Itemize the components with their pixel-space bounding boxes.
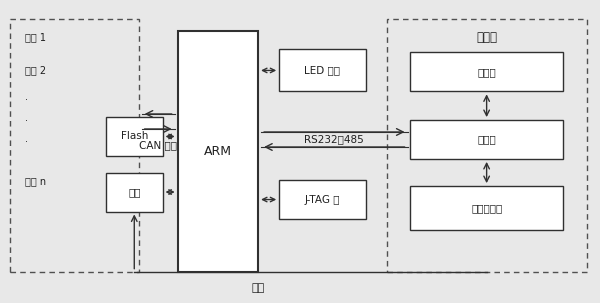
- Text: 对时: 对时: [251, 283, 265, 293]
- Text: 表头 n: 表头 n: [25, 177, 46, 187]
- Text: CAN 总线: CAN 总线: [139, 141, 177, 151]
- Text: 计算机: 计算机: [477, 67, 496, 77]
- Bar: [106, 117, 163, 156]
- Bar: [410, 186, 563, 230]
- Text: ·: ·: [25, 116, 28, 126]
- Text: 通讯器: 通讯器: [477, 135, 496, 145]
- Text: RS232、485: RS232、485: [304, 135, 364, 145]
- Text: Flash: Flash: [121, 132, 148, 142]
- Text: 手持抄表器: 手持抄表器: [471, 203, 502, 213]
- Text: 表头 1: 表头 1: [25, 32, 46, 42]
- Bar: [386, 19, 587, 271]
- Bar: [178, 32, 258, 271]
- Bar: [10, 19, 139, 271]
- Text: J-TAG 口: J-TAG 口: [305, 195, 340, 205]
- Text: 表头 2: 表头 2: [25, 65, 46, 75]
- Text: ·: ·: [25, 95, 28, 105]
- Bar: [279, 49, 365, 92]
- Bar: [410, 52, 563, 92]
- Bar: [106, 172, 163, 211]
- Text: 上位机: 上位机: [476, 31, 497, 44]
- Text: LED 显示: LED 显示: [304, 65, 340, 75]
- Bar: [279, 180, 365, 219]
- Text: 时钟: 时钟: [128, 187, 140, 197]
- Text: ARM: ARM: [204, 145, 232, 158]
- Bar: [410, 120, 563, 159]
- Text: ·: ·: [25, 138, 28, 148]
